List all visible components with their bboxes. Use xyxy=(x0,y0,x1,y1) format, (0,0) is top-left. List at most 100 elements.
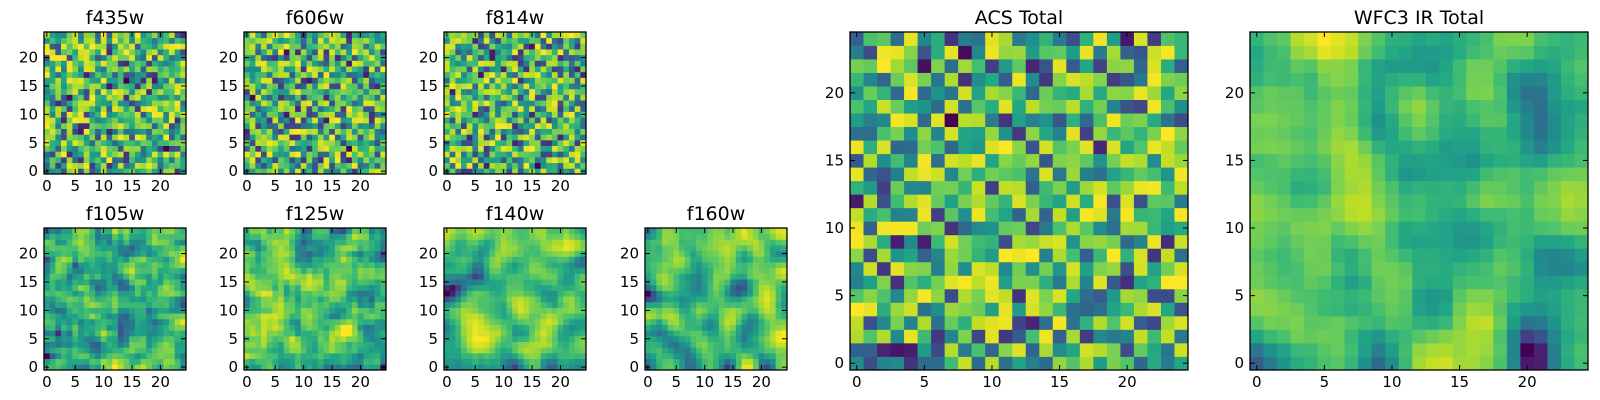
heatmap-cell xyxy=(781,273,788,280)
heatmap-cell xyxy=(95,156,102,164)
heatmap-cell xyxy=(781,347,788,354)
heatmap-cell xyxy=(66,364,73,371)
heatmap-cell xyxy=(713,233,720,240)
heatmap-cell xyxy=(512,117,519,124)
heatmap-cell xyxy=(707,358,714,365)
heatmap-cell xyxy=(707,239,714,246)
heatmap-cell xyxy=(696,330,703,337)
heatmap-cell xyxy=(534,239,541,246)
heatmap-cell xyxy=(500,307,507,314)
heatmap-cell xyxy=(334,168,341,175)
heatmap-cell xyxy=(557,83,564,90)
heatmap-cell xyxy=(49,122,56,129)
heatmap-cell xyxy=(255,352,262,360)
heatmap-cell xyxy=(174,228,181,235)
heatmap-cell xyxy=(146,54,153,61)
heatmap-cell xyxy=(523,77,530,84)
heatmap-cell xyxy=(718,228,725,235)
heatmap-cell xyxy=(557,134,564,141)
heatmap-cell xyxy=(174,307,181,314)
heatmap-cell xyxy=(455,43,462,50)
heatmap-cell xyxy=(656,364,663,371)
heatmap-cell xyxy=(506,60,513,67)
heatmap-cell xyxy=(317,284,324,291)
heatmap-cell xyxy=(557,71,564,78)
heatmap-cell xyxy=(673,256,680,263)
heatmap-cell xyxy=(1012,234,1027,249)
heatmap-cell xyxy=(157,111,164,118)
heatmap-cell xyxy=(61,347,68,354)
heatmap-cell xyxy=(455,279,462,286)
heatmap-cell xyxy=(540,301,547,308)
heatmap-cell xyxy=(546,267,553,274)
heatmap-cell xyxy=(357,358,364,365)
heatmap-cell xyxy=(489,296,496,303)
heatmap-cell xyxy=(667,256,674,263)
heatmap-cell xyxy=(49,168,56,175)
heatmap-cell xyxy=(1160,234,1175,249)
heatmap-cell xyxy=(146,105,153,112)
heatmap-cell xyxy=(295,139,302,146)
heatmap-cell xyxy=(1025,288,1040,303)
heatmap-cell xyxy=(157,239,164,246)
heatmap-cell xyxy=(49,111,56,118)
heatmap-cell xyxy=(1106,315,1121,330)
heatmap-cell xyxy=(95,54,102,61)
heatmap-cell xyxy=(272,341,279,348)
heatmap-cell xyxy=(667,324,674,331)
heatmap-cell xyxy=(306,245,313,252)
heatmap-cell xyxy=(83,284,90,291)
heatmap-cell xyxy=(517,296,524,303)
heatmap-cell xyxy=(163,105,170,112)
heatmap-cell xyxy=(449,250,456,257)
heatmap-cell xyxy=(557,111,564,118)
heatmap-cell xyxy=(244,256,251,263)
heatmap-cell xyxy=(998,248,1013,263)
heatmap-cell xyxy=(174,330,181,337)
heatmap-cell xyxy=(534,307,541,314)
heatmap-cell xyxy=(329,156,336,164)
heatmap-cell xyxy=(449,324,456,331)
heatmap-cell xyxy=(546,262,553,269)
heatmap-cell xyxy=(1147,167,1162,182)
heatmap-cell xyxy=(66,324,73,331)
heatmap-cell xyxy=(249,233,256,240)
heatmap-cell xyxy=(563,32,570,39)
heatmap-cell xyxy=(534,330,541,337)
heatmap-cell xyxy=(61,239,68,246)
heatmap-cell xyxy=(580,233,587,240)
heatmap-cell xyxy=(72,352,79,360)
heatmap-cell xyxy=(117,330,124,337)
heatmap-cell xyxy=(329,296,336,303)
heatmap-cell xyxy=(255,239,262,246)
heatmap-cell xyxy=(500,324,507,331)
heatmap-cell xyxy=(781,262,788,269)
heatmap-cell xyxy=(117,145,124,152)
heatmap-cell xyxy=(580,94,587,101)
heatmap-cell xyxy=(449,239,456,246)
heatmap-cell xyxy=(300,307,307,314)
heatmap-cell xyxy=(55,301,62,308)
heatmap-cell xyxy=(112,71,119,78)
heatmap-cell xyxy=(478,117,485,124)
heatmap-cell xyxy=(1025,356,1040,371)
heatmap-cell xyxy=(650,352,657,360)
heatmap-cell xyxy=(55,168,62,175)
heatmap-cell xyxy=(55,341,62,348)
heatmap-cell xyxy=(83,330,90,337)
heatmap-cell xyxy=(289,318,296,325)
heatmap-cell xyxy=(180,330,187,337)
heatmap-cell xyxy=(368,168,376,175)
y-tick-label: 20 xyxy=(419,245,438,263)
heatmap-cell xyxy=(707,307,714,314)
heatmap-cell xyxy=(534,60,541,67)
heatmap-cell xyxy=(730,324,737,331)
heatmap-cell xyxy=(563,105,570,112)
heatmap-cell xyxy=(495,111,502,118)
heatmap-cell xyxy=(157,60,164,67)
heatmap-cell xyxy=(66,313,73,320)
heatmap-cell xyxy=(295,358,302,365)
heatmap-cell xyxy=(380,94,387,101)
heatmap-cell xyxy=(850,356,864,371)
heatmap-cell xyxy=(134,122,141,129)
